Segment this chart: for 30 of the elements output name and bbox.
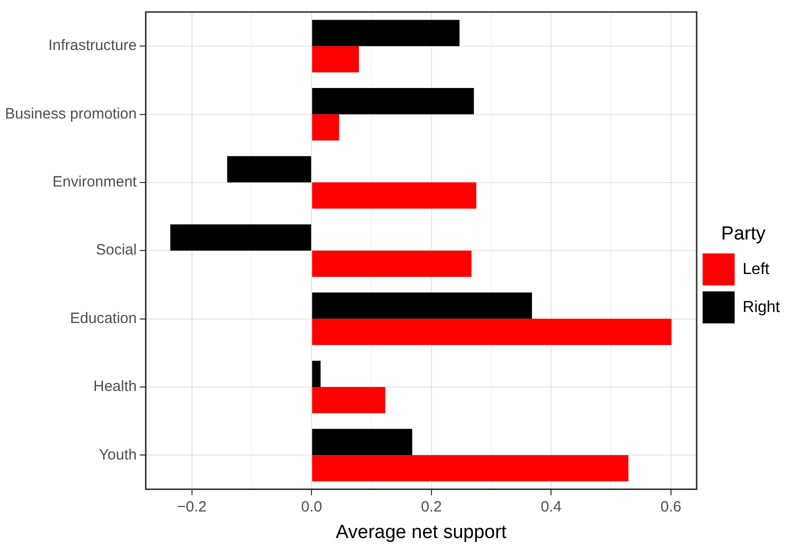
bar	[170, 224, 312, 251]
bar	[227, 156, 312, 182]
bar	[312, 428, 412, 456]
bar	[312, 46, 359, 72]
bar	[312, 455, 628, 482]
bar	[312, 250, 472, 277]
bar	[312, 182, 476, 209]
bar	[312, 318, 672, 346]
y-tick-label: Infrastructure	[48, 37, 137, 54]
x-tick-label: 0.4	[540, 498, 562, 516]
x-tick-label: 0.0	[301, 498, 322, 516]
bar	[312, 20, 460, 46]
y-tick-label: Social	[96, 242, 137, 259]
legend-label: Left	[742, 260, 770, 278]
y-tick-label: Education	[70, 310, 137, 327]
legend-label: Right	[742, 298, 781, 316]
x-axis-title: Average net support	[336, 522, 508, 543]
y-tick-label: Youth	[98, 446, 137, 464]
y-tick-label: Environment	[52, 174, 138, 191]
x-tick-label: 0.2	[420, 498, 442, 516]
bar	[312, 292, 532, 319]
bar	[312, 386, 386, 414]
y-tick-label: Health	[93, 378, 137, 396]
bar	[312, 88, 474, 114]
bar	[312, 114, 340, 141]
x-tick-label: −0.2	[177, 498, 207, 516]
legend-title: Party	[721, 223, 766, 244]
x-tick-label: 0.6	[660, 498, 682, 516]
y-tick-label: Business promotion	[5, 105, 137, 122]
bar	[312, 360, 321, 387]
